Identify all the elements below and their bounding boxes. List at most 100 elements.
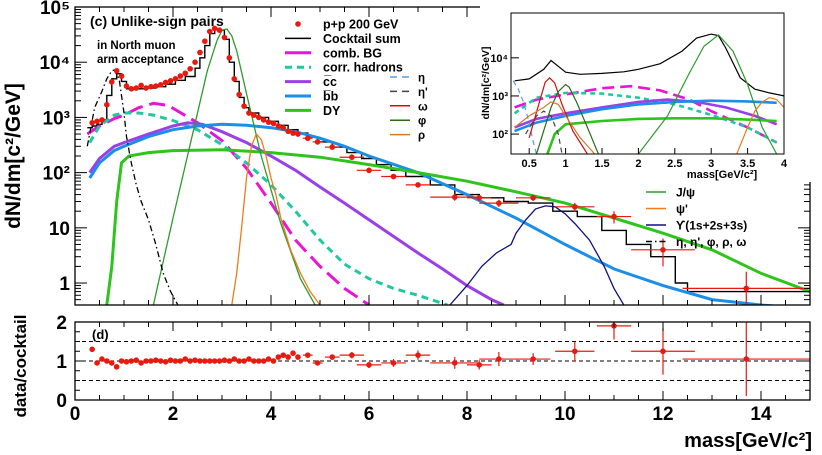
ratio-point-marker bbox=[153, 357, 159, 364]
ratio-point bbox=[143, 358, 149, 364]
inset-curve-series bbox=[535, 83, 599, 154]
data-point bbox=[104, 101, 110, 108]
x-tick-label: 14 bbox=[750, 404, 772, 425]
ratio-point-marker bbox=[108, 360, 115, 366]
data-point-marker bbox=[415, 182, 421, 188]
ratio-point-marker bbox=[275, 354, 282, 360]
data-point-marker bbox=[162, 79, 169, 86]
data-point-marker bbox=[451, 194, 458, 200]
data-point bbox=[143, 85, 149, 91]
data-point bbox=[555, 202, 595, 212]
data-point-marker bbox=[236, 91, 242, 98]
curve-dy bbox=[105, 148, 810, 305]
main-data-points-group bbox=[89, 25, 810, 305]
data-point-marker bbox=[280, 124, 287, 131]
data-point-marker bbox=[148, 83, 154, 90]
ratio-point bbox=[241, 358, 247, 364]
ratio-point bbox=[138, 360, 144, 366]
data-point-marker bbox=[255, 114, 262, 121]
data-point-marker bbox=[496, 200, 502, 206]
data-point bbox=[113, 67, 120, 74]
legend-entry-series: ρ bbox=[390, 130, 425, 142]
inset-x-tick-label: 1.5 bbox=[594, 158, 609, 170]
ratio-point-marker bbox=[451, 360, 458, 366]
data-point-marker bbox=[211, 25, 218, 32]
data-point bbox=[216, 27, 223, 33]
ratio-point bbox=[295, 354, 301, 360]
data-point-marker bbox=[349, 154, 355, 161]
ratio-point-marker bbox=[390, 360, 397, 366]
legend-entry-series: η, η', φ, ρ, ω bbox=[646, 235, 746, 249]
legend-label: comb. BG bbox=[323, 46, 382, 60]
ratio-point-marker bbox=[530, 356, 536, 362]
ratio-point-marker bbox=[366, 362, 372, 368]
ratio-point-marker bbox=[251, 358, 257, 364]
ratio-point bbox=[104, 358, 110, 364]
data-point bbox=[596, 211, 632, 224]
data-point-marker bbox=[123, 83, 130, 89]
ratio-point bbox=[211, 358, 218, 364]
legend-entry-b-b: b̅b bbox=[285, 90, 339, 104]
ratio-point bbox=[405, 350, 431, 360]
ratio-point-marker bbox=[162, 358, 169, 365]
inset-x-tick-label: 0.5 bbox=[522, 158, 537, 170]
data-point-marker bbox=[390, 173, 397, 180]
data-point-marker bbox=[221, 34, 228, 41]
ratio-point bbox=[153, 357, 159, 364]
ratio-point-marker bbox=[349, 352, 355, 358]
ratio-point-marker bbox=[285, 354, 291, 360]
data-point bbox=[467, 194, 492, 201]
data-point bbox=[246, 110, 252, 116]
ratio-point-marker bbox=[113, 364, 120, 370]
legend-label: η bbox=[418, 73, 425, 85]
ratio-point-marker bbox=[206, 358, 213, 364]
ratio-point-marker bbox=[295, 354, 301, 360]
x-tick-label: 0 bbox=[70, 404, 81, 425]
ratio-point bbox=[430, 357, 480, 369]
ratio-point-marker bbox=[260, 358, 267, 364]
ratio-point-marker bbox=[138, 360, 144, 366]
data-point bbox=[118, 73, 125, 79]
data-point bbox=[516, 194, 551, 201]
ratio-point-marker bbox=[216, 358, 223, 364]
data-point-marker bbox=[177, 73, 184, 79]
legend-label: ρ bbox=[418, 130, 425, 142]
data-point bbox=[285, 128, 291, 135]
inset-y-tick-label: 10³ bbox=[492, 91, 508, 103]
data-point bbox=[89, 119, 95, 126]
inset-x-tick-label: 1 bbox=[563, 158, 569, 170]
ratio-point-marker bbox=[280, 352, 287, 358]
data-point-marker bbox=[660, 246, 666, 253]
data-point bbox=[206, 28, 213, 35]
main-curves-group bbox=[86, 28, 810, 305]
data-point bbox=[339, 154, 365, 161]
x-tick-label: 10 bbox=[554, 404, 575, 425]
x-tick-label: 8 bbox=[462, 404, 473, 425]
curve-1s-2s-3s bbox=[449, 205, 625, 305]
legend-entry-series: η bbox=[390, 73, 425, 85]
data-point-marker bbox=[572, 204, 578, 210]
data-point bbox=[172, 76, 179, 82]
curve-series bbox=[231, 132, 321, 305]
data-point-marker bbox=[143, 85, 149, 91]
data-point bbox=[99, 117, 105, 123]
data-point-marker bbox=[743, 285, 750, 292]
data-point-marker bbox=[246, 110, 252, 116]
ratio-point-marker bbox=[197, 358, 203, 364]
ratio-point bbox=[192, 357, 198, 364]
inset-y-tick-label: 10² bbox=[492, 129, 508, 141]
y-tick-label: 10⁵ bbox=[40, 0, 70, 19]
data-point bbox=[405, 182, 431, 188]
ratio-point bbox=[182, 356, 189, 362]
data-point-marker bbox=[260, 117, 267, 123]
ratio-point bbox=[167, 357, 174, 364]
ratio-point-marker bbox=[202, 358, 208, 364]
legend-entry-series: ψ' bbox=[646, 202, 688, 216]
data-point bbox=[251, 112, 257, 118]
ratio-point-marker bbox=[148, 358, 154, 364]
y-tick-label: 1 bbox=[59, 274, 70, 295]
data-point bbox=[381, 173, 406, 180]
